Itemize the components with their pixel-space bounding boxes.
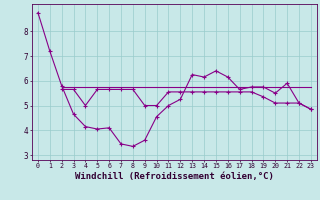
X-axis label: Windchill (Refroidissement éolien,°C): Windchill (Refroidissement éolien,°C) [75,172,274,181]
